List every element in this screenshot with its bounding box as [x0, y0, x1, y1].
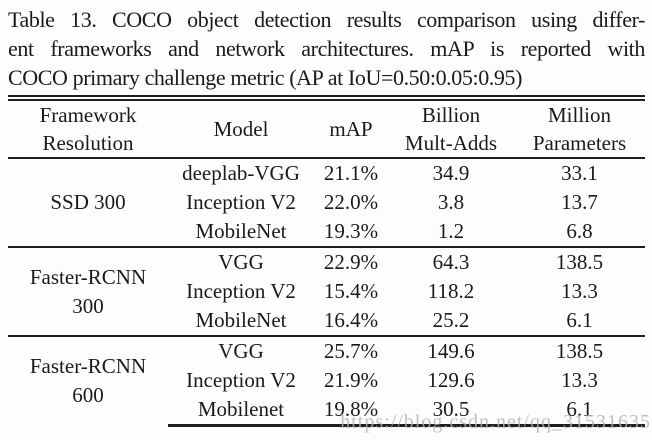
- params-cell: 138.5: [514, 246, 645, 277]
- map-cell: 25.7%: [314, 335, 388, 366]
- map-cell: 22.9%: [314, 246, 388, 277]
- header-million-parameters: Million Parameters: [514, 101, 645, 159]
- model-cell: Inception V2: [186, 368, 296, 392]
- table-caption: Table 13. COCO object detection results …: [8, 5, 645, 92]
- table-top-double-rule: [8, 95, 645, 101]
- header-framework-resolution: Framework Resolution: [8, 101, 168, 159]
- params-cell: 6.1: [566, 308, 593, 332]
- model-cell: Inception V2: [186, 190, 296, 214]
- header-map: mAP: [314, 101, 388, 159]
- framework-label: Faster-RCNN: [29, 264, 147, 289]
- mult-adds-cell: 34.9: [432, 161, 470, 185]
- framework-label-line2: 600: [72, 383, 104, 408]
- group-ssd-300: SSD 300 deeplab-VGG 21.1% 34.9 33.1 Ince…: [8, 158, 645, 247]
- framework-label-line2: 300: [72, 293, 104, 318]
- framework-label: SSD 300: [50, 190, 126, 214]
- caption-line-3: COCO primary challenge metric (AP at IoU…: [8, 65, 523, 90]
- map-cell: 16.4%: [323, 308, 379, 332]
- header-framework-line1: Framework: [39, 103, 137, 127]
- header-billion-line2: Mult-Adds: [404, 131, 498, 155]
- map-cell: 21.9%: [323, 368, 379, 392]
- watermark-link: https://blog.csdn.net/qq_31531635: [340, 411, 651, 433]
- caption-line-1: Table 13. COCO object detection results …: [8, 7, 645, 32]
- mult-adds-cell: 3.8: [437, 190, 465, 214]
- header-model-label: Model: [213, 117, 269, 141]
- model-cell: Mobilenet: [168, 395, 314, 427]
- params-cell: 13.3: [561, 279, 598, 303]
- model-cell: MobileNet: [195, 219, 287, 243]
- model-cell: MobileNet: [195, 308, 287, 332]
- map-cell: 15.4%: [323, 279, 379, 303]
- caption-line-2: ent frameworks and network architectures…: [8, 36, 645, 61]
- header-billion-line1: Billion: [421, 103, 481, 127]
- table-header: Framework Resolution Model mAP Billion M…: [8, 101, 645, 159]
- table-row: Inception V2 15.4% 118.2 13.3: [8, 277, 645, 306]
- map-cell: 21.1%: [323, 161, 379, 185]
- header-billion-mult-adds: Billion Mult-Adds: [388, 101, 514, 159]
- table-row: MobileNet 19.3% 1.2 6.8: [8, 217, 645, 247]
- model-cell: Inception V2: [186, 279, 296, 303]
- model-cell: deeplab-VGG: [182, 161, 300, 185]
- map-cell: 19.8%: [314, 395, 388, 427]
- params-cell: 33.1: [561, 161, 598, 185]
- mult-adds-cell: 149.6: [388, 335, 514, 366]
- group-faster-rcnn-600: Faster-RCNN 600 VGG 25.7% 149.6 138.5 In…: [8, 335, 645, 427]
- framework-cell-faster-rcnn-600: Faster-RCNN 600: [8, 335, 168, 426]
- mult-adds-cell: 118.2: [427, 279, 475, 303]
- header-map-label: mAP: [329, 117, 373, 141]
- table-row: Faster-RCNN 600 VGG 25.7% 149.6 138.5: [8, 335, 645, 426]
- header-million-line2: Parameters: [532, 131, 627, 155]
- header-model: Model: [168, 101, 314, 159]
- table-row: Faster-RCNN 300 VGG 22.9% 64.3 138.5: [8, 246, 645, 336]
- params-cell: 138.5: [514, 335, 645, 366]
- group-faster-rcnn-300: Faster-RCNN 300 VGG 22.9% 64.3 138.5 Inc…: [8, 246, 645, 336]
- table-row: MobileNet 16.4% 25.2 6.1: [8, 306, 645, 336]
- mult-adds-cell: 129.6: [427, 368, 475, 392]
- model-cell: VGG: [168, 335, 314, 366]
- params-cell: 6.1: [514, 395, 645, 427]
- header-million-line1: Million: [547, 103, 611, 127]
- framework-cell-ssd-300: SSD 300: [8, 158, 168, 247]
- params-cell: 13.3: [561, 368, 598, 392]
- results-table: Framework Resolution Model mAP Billion M…: [8, 101, 645, 427]
- mult-adds-cell: 1.2: [437, 219, 465, 243]
- mult-adds-cell: 64.3: [388, 246, 514, 277]
- model-cell: VGG: [168, 246, 314, 277]
- map-cell: 19.3%: [323, 219, 379, 243]
- table-row: Mobilenet 19.8% 30.5 6.1: [8, 395, 645, 427]
- params-cell: 6.8: [566, 219, 593, 243]
- table-row: Inception V2 21.9% 129.6 13.3: [8, 366, 645, 395]
- table-row: SSD 300 deeplab-VGG 21.1% 34.9 33.1: [8, 158, 645, 214]
- table-row: Inception V2 22.0% 3.8 13.7: [8, 188, 645, 217]
- mult-adds-cell: 25.2: [432, 308, 470, 332]
- params-cell: 13.7: [561, 190, 598, 214]
- framework-cell-faster-rcnn-300: Faster-RCNN 300: [8, 246, 168, 336]
- map-cell: 22.0%: [323, 190, 379, 214]
- mult-adds-cell: 30.5: [388, 395, 514, 427]
- framework-label: Faster-RCNN: [29, 354, 147, 379]
- header-row: Framework Resolution Model mAP Billion M…: [8, 101, 645, 159]
- header-framework-line2: Resolution: [42, 131, 134, 155]
